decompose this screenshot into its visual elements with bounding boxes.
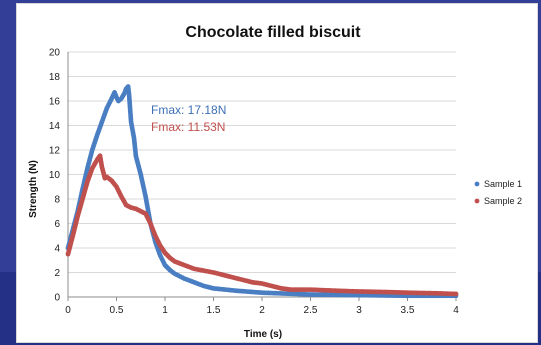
- annotation-sample-2-fmax: Fmax: 11.53N: [151, 120, 225, 134]
- annotation-sample-1-fmax: Fmax: 17.18N: [151, 103, 226, 117]
- y-tick-label: 4: [54, 244, 60, 255]
- x-tick-label: 1.5: [207, 305, 221, 316]
- y-tick-label: 14: [49, 121, 61, 132]
- legend: Sample 1 Sample 2: [474, 179, 522, 206]
- legend-marker-2: [474, 198, 480, 204]
- y-tick-label: 2: [54, 268, 60, 279]
- chart: Chocolate filled biscuit 024681012141618…: [28, 24, 522, 340]
- y-axis-title: Strength (N): [28, 160, 39, 218]
- y-tick-label: 18: [49, 72, 61, 83]
- y-tick-label: 20: [49, 48, 61, 59]
- x-axis-title: Time (s): [244, 329, 282, 340]
- x-tick-label: 1: [162, 305, 168, 316]
- y-tick-label: 8: [54, 195, 60, 206]
- series-2: [65, 153, 459, 297]
- data-point: [453, 291, 459, 297]
- y-tick-label: 0: [54, 293, 60, 304]
- legend-label-2: Sample 2: [484, 196, 522, 206]
- x-tick-label: 3: [356, 305, 362, 316]
- x-tick-label: 3.5: [401, 305, 415, 316]
- y-tick-labels: 0 2 4 6 8 10 12 14 16 18 20: [49, 48, 61, 304]
- y-tick-label: 16: [49, 97, 61, 108]
- y-tick-label: 6: [54, 219, 60, 230]
- series: [65, 84, 459, 299]
- x-tick-label: 0: [65, 305, 71, 316]
- x-tick-label: 0.5: [110, 305, 124, 316]
- y-tick-label: 10: [49, 170, 61, 181]
- legend-marker-1: [474, 181, 480, 187]
- x-tick-label: 2: [259, 305, 265, 316]
- x-tick-label: 2.5: [304, 305, 318, 316]
- chart-title: Chocolate filled biscuit: [185, 24, 361, 41]
- x-tick-labels: 0 0.5 1 1.5 2 2.5 3 3.5 4: [65, 305, 459, 316]
- chart-card: Chocolate filled biscuit 0 2 4 6 8 10 12 14 16 18…: [16, 3, 538, 343]
- x-tick-label: 4: [453, 305, 459, 316]
- legend-label-1: Sample 1: [484, 179, 522, 189]
- series-1: [65, 84, 459, 299]
- y-tick-label: 12: [49, 146, 61, 157]
